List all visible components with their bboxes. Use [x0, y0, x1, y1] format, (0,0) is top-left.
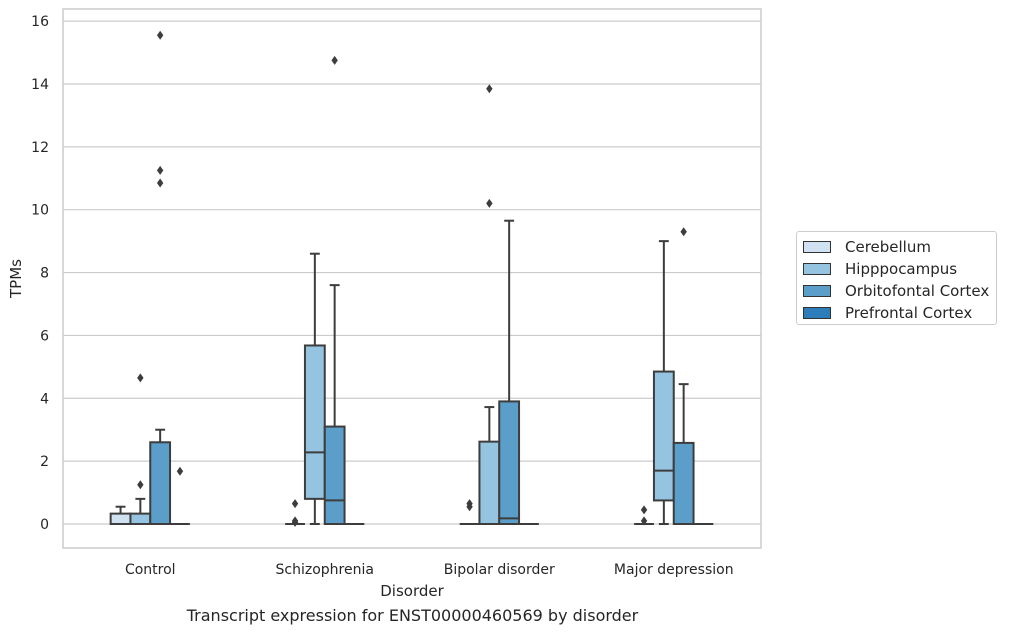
legend-label-hippocampus: Hipppocampus [845, 260, 958, 278]
box-body [323, 425, 346, 525]
outlier-point [137, 373, 144, 383]
legend-item-hippocampus: Hipppocampus [803, 259, 957, 279]
legend-swatch-cerebellum [803, 241, 831, 253]
box-major-depression-1 [652, 240, 675, 525]
box-body [109, 512, 132, 526]
box-body [498, 400, 521, 526]
y-tick-label: 14 [31, 77, 49, 93]
outlier-point [156, 30, 164, 40]
y-tick-label: 4 [40, 391, 49, 407]
box-body [672, 441, 695, 526]
box-schizophrenia-1 [303, 252, 326, 525]
box-body [652, 370, 675, 502]
box-body [129, 512, 152, 526]
legend-swatch-hippocampus [803, 263, 831, 275]
outlier-point [680, 227, 687, 237]
x-axis-label: Disorder [380, 582, 444, 600]
grid-lines [63, 20, 761, 525]
outlier-point [466, 502, 473, 512]
legend: Cerebellum Hipppocampus Orbitofontal Cor… [796, 231, 997, 325]
outlier-point [176, 466, 184, 476]
y-axis-label: TPMs [7, 259, 25, 299]
box-control-1 [129, 373, 152, 526]
box-body [478, 440, 501, 526]
box-major-depression-2 [672, 227, 695, 526]
box-control-2 [149, 30, 172, 526]
box-schizophrenia-2 [323, 55, 346, 525]
outlier-point [640, 505, 648, 515]
y-tick-label: 16 [31, 14, 49, 30]
plot-frame [62, 8, 762, 549]
box-bipolar-disorder-0 [459, 499, 480, 525]
box-plots [109, 30, 714, 527]
box-bipolar-disorder-2 [498, 219, 521, 526]
legend-label-cerebellum: Cerebellum [845, 238, 931, 256]
y-tick-label: 6 [40, 328, 49, 344]
outlier-point [291, 499, 299, 509]
outlier-point [331, 55, 338, 65]
y-tick-labels: 0 2 4 6 8 10 12 14 16 [31, 14, 49, 533]
box-control-0 [109, 505, 132, 526]
legend-item-cerebellum: Cerebellum [803, 237, 931, 257]
outlier-point [486, 198, 493, 208]
legend-label-orbitofrontal: Orbitofontal Cortex [845, 282, 990, 300]
x-tick-label: Bipolar disorder [444, 562, 555, 578]
y-tick-label: 8 [40, 266, 49, 282]
y-tick-label: 12 [31, 140, 49, 156]
x-tick-labels: Control Schizophrenia Bipolar disorder Majo… [125, 562, 734, 578]
box-body [149, 441, 172, 526]
outlier-point [137, 480, 144, 490]
x-tick-label: Control [125, 562, 176, 578]
legend-item-orbitofrontal: Orbitofontal Cortex [803, 281, 989, 301]
outlier-point [156, 178, 164, 188]
outlier-point [486, 84, 493, 94]
outlier-point [640, 516, 648, 526]
outlier-point [156, 165, 164, 175]
y-tick-label: 10 [31, 203, 49, 219]
chart-title: Transcript expression for ENST0000046056… [186, 606, 639, 625]
box-schizophrenia-0 [285, 499, 305, 527]
legend-swatch-orbitofrontal [803, 285, 831, 297]
legend-label-prefrontal: Prefrontal Cortex [845, 304, 973, 322]
y-tick-label: 0 [40, 517, 49, 533]
legend-item-prefrontal: Prefrontal Cortex [803, 303, 972, 323]
legend-swatch-prefrontal [803, 307, 831, 319]
box-control-3 [170, 466, 190, 525]
outlier-point [291, 517, 299, 527]
box-bipolar-disorder-1 [478, 84, 501, 526]
box-major-depression-0 [634, 505, 654, 526]
x-tick-label: Major depression [614, 562, 734, 578]
y-tick-label: 2 [40, 454, 49, 470]
box-body [303, 344, 326, 500]
x-tick-label: Schizophrenia [276, 562, 374, 578]
